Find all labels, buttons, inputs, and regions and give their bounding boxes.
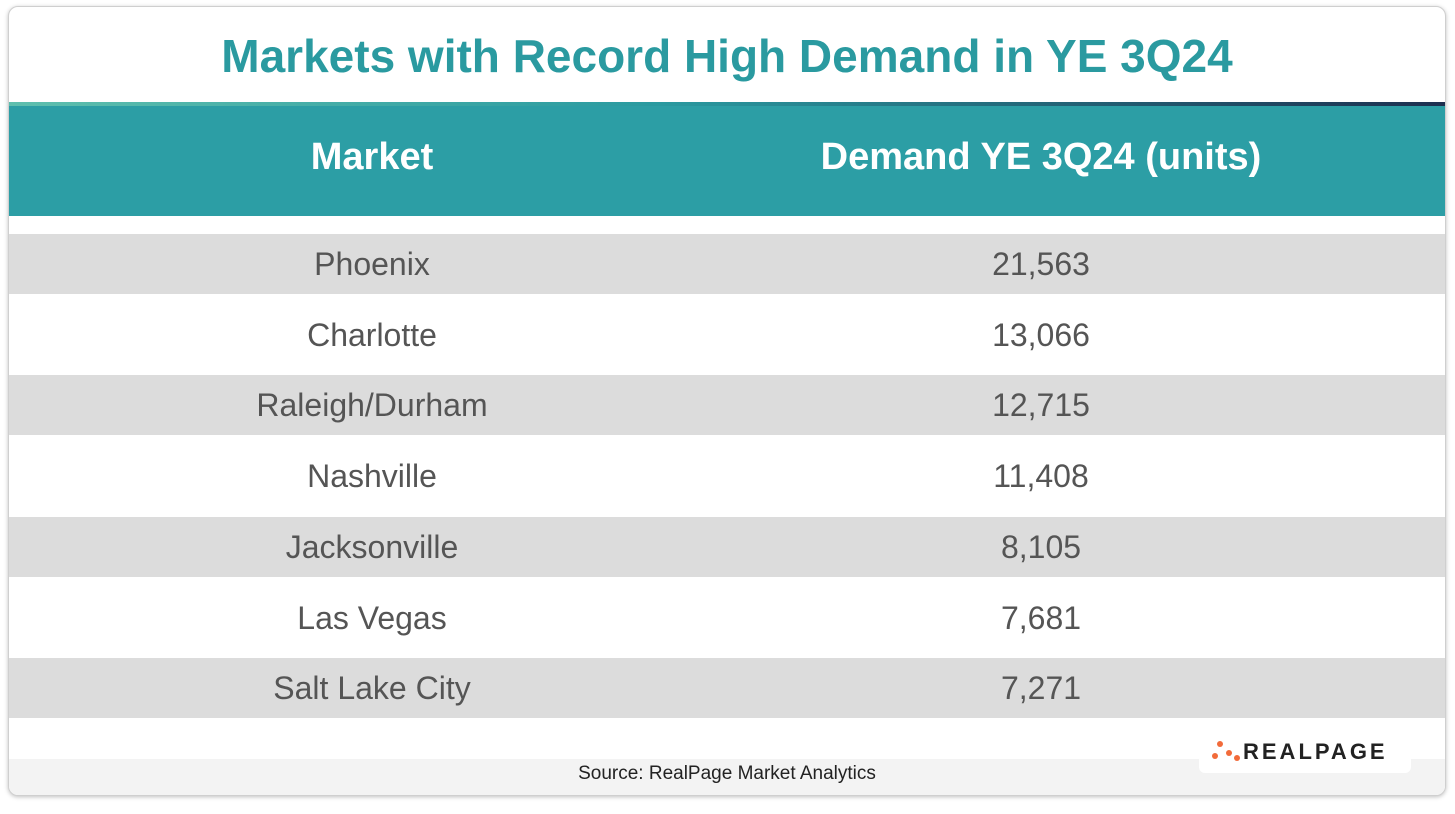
table-cell: Raleigh/Durham (256, 387, 488, 424)
row-band (9, 516, 1445, 577)
row-band (9, 234, 1445, 294)
table-cell: 7,271 (1000, 670, 1082, 707)
row-band (9, 658, 1445, 719)
source: Source: RealPage Market Analytics (578, 763, 876, 784)
logo-text: REALPAGE (1243, 739, 1388, 764)
table-cell: Las Vegas (297, 599, 447, 636)
card: Markets with Record High Demand in YE 3Q… (8, 6, 1446, 796)
table-cell: 8,105 (1000, 528, 1082, 565)
logo-dots (1212, 741, 1240, 761)
table-cell: 13,066 (992, 316, 1090, 353)
header-cell: Market (310, 136, 434, 178)
table-cell: Nashville (307, 458, 437, 495)
logo: REALPAGE (1199, 729, 1411, 773)
title: Markets with Record High Demand in YE 3Q… (221, 30, 1233, 82)
header-cell: Demand YE 3Q24 (units) (820, 136, 1262, 178)
table-cell: Jacksonville (285, 528, 459, 565)
table-cell: Phoenix (314, 246, 430, 282)
table-cell: 21,563 (992, 246, 1090, 282)
table-cell: 12,715 (992, 387, 1090, 424)
row-band (9, 375, 1445, 436)
table-cell: Charlotte (307, 316, 437, 353)
table-cell: 7,681 (1000, 599, 1082, 636)
title-rule (9, 102, 1445, 106)
table-header: Market Demand YE 3Q24 (units) (9, 106, 1445, 216)
table-cell: Salt Lake City (273, 670, 471, 707)
table-cell: 11,408 (993, 458, 1089, 495)
